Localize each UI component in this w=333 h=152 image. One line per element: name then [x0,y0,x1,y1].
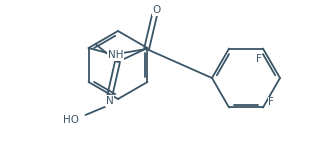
Text: F: F [268,97,274,107]
Text: HO: HO [64,115,80,125]
Text: O: O [153,5,161,15]
Text: F: F [256,54,262,64]
Text: NH: NH [108,50,123,60]
Text: N: N [106,96,113,106]
